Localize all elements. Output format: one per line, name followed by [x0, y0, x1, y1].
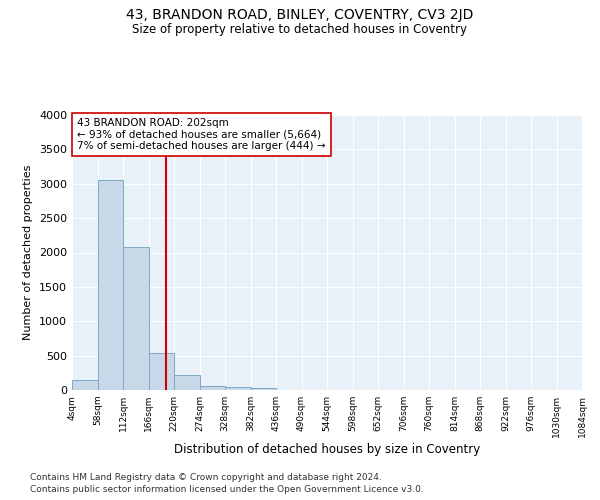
Bar: [174, 375, 199, 390]
Y-axis label: Number of detached properties: Number of detached properties: [23, 165, 34, 340]
Text: 43 BRANDON ROAD: 202sqm
← 93% of detached houses are smaller (5,664)
7% of semi-: 43 BRANDON ROAD: 202sqm ← 93% of detache…: [77, 118, 326, 151]
Text: 43, BRANDON ROAD, BINLEY, COVENTRY, CV3 2JD: 43, BRANDON ROAD, BINLEY, COVENTRY, CV3 …: [127, 8, 473, 22]
Text: Distribution of detached houses by size in Coventry: Distribution of detached houses by size …: [174, 442, 480, 456]
Bar: [251, 388, 276, 390]
Text: Contains public sector information licensed under the Open Government Licence v3: Contains public sector information licen…: [30, 485, 424, 494]
Text: Size of property relative to detached houses in Coventry: Size of property relative to detached ho…: [133, 22, 467, 36]
Bar: [225, 387, 251, 390]
Bar: [123, 248, 149, 390]
Bar: [200, 386, 225, 390]
Bar: [149, 353, 174, 390]
Bar: [97, 180, 123, 390]
Text: Contains HM Land Registry data © Crown copyright and database right 2024.: Contains HM Land Registry data © Crown c…: [30, 472, 382, 482]
Bar: [72, 380, 97, 390]
